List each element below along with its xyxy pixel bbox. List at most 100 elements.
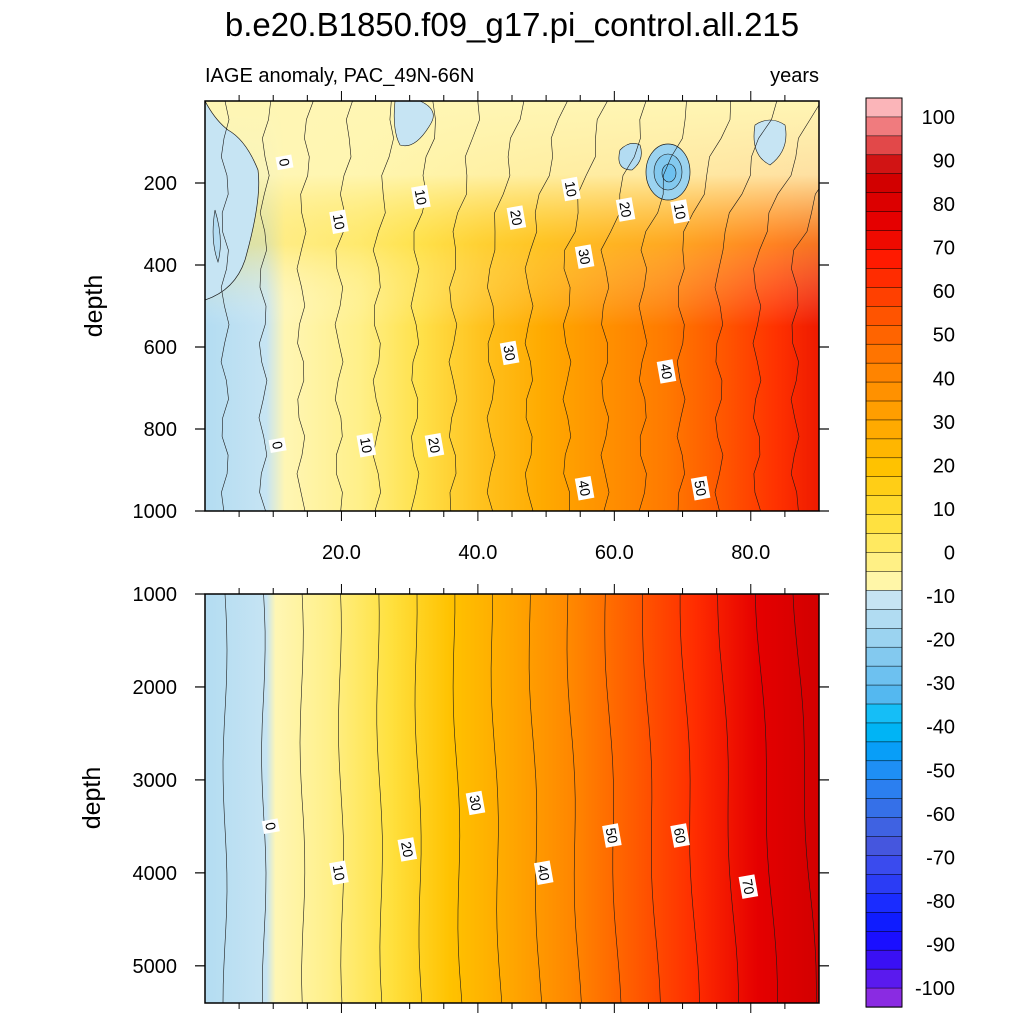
contour-line: [376, 594, 383, 1003]
colorbar-swatch: [865, 400, 903, 421]
colorbar-swatch: [865, 173, 903, 194]
contour-line: [486, 101, 525, 511]
colorbar-frame: [865, 97, 903, 1008]
contour-label-bg: [656, 359, 677, 384]
colorbar-label: 20: [933, 455, 955, 477]
contour-line: [338, 594, 345, 1003]
contour-label-text: 0: [262, 821, 279, 832]
colorbar-swatch: [865, 438, 903, 459]
contour-line: [299, 594, 306, 1003]
contour-label-text: 10: [357, 436, 375, 454]
contour-label-text: 40: [657, 362, 675, 380]
contour-label: 40: [533, 860, 554, 885]
contour-label: 40: [656, 359, 677, 384]
chart-title: b.e20.B1850.f09_g17.pi_control.all.215: [225, 6, 799, 43]
contour-label-bg: [738, 874, 759, 899]
contour-line: [334, 101, 353, 511]
colorbar-swatch: [865, 116, 903, 137]
contour-line: [414, 594, 423, 1003]
colorbar-swatch: [865, 590, 903, 610]
contour-label-text: 10: [330, 213, 348, 231]
colorbar-swatch: [865, 874, 903, 895]
bottom-panel-y-axis-label: depth: [78, 767, 106, 830]
colorbar-swatch: [865, 514, 903, 535]
colorbar-label: 70: [933, 238, 955, 260]
colorbar-swatch: [865, 381, 903, 402]
colorbar-label: 100: [922, 107, 955, 129]
colorbar-swatch: [865, 552, 903, 573]
contour-label-bg: [397, 837, 418, 862]
contour-line: [452, 594, 463, 1003]
colorbar-swatch: [865, 741, 903, 762]
contour-line: [566, 594, 582, 1003]
contour-label-bg: [329, 860, 349, 885]
contour-label-bg: [574, 244, 595, 269]
contour-label-bg: [261, 818, 280, 835]
contour-label-bg: [602, 823, 622, 848]
colorbar-label: 90: [933, 150, 955, 172]
colorbar-label: -80: [926, 891, 955, 913]
colorbar-swatch: [865, 760, 903, 781]
contour-line: [714, 101, 778, 511]
y-tick-label: 5000: [133, 956, 178, 978]
top-panel-x-ticks: 20.0 40.0 60.0 80.0: [238, 91, 786, 564]
contour-label-bg: [690, 476, 711, 501]
colorbar-swatch: [865, 343, 903, 364]
top-panel-surface-blob: [618, 143, 642, 171]
colorbar-label: -30: [926, 673, 955, 695]
top-panel-surface-blob: [393, 101, 434, 147]
contour-line: [679, 594, 700, 1003]
contour-line: [717, 594, 739, 1003]
top-panel-surface-blob: [212, 209, 221, 263]
colorbar-swatch: [865, 362, 903, 383]
colorbar-swatch: [865, 268, 903, 289]
x-tick-label: 80.0: [731, 542, 770, 564]
colorbar-swatch: [865, 855, 903, 876]
colorbar-label: -70: [926, 847, 955, 869]
contour-label-bg: [275, 154, 294, 171]
contour-label-bg: [465, 790, 486, 816]
colorbar-swatch: [865, 419, 903, 440]
colorbar-swatch: [865, 230, 903, 251]
contour-label-bg: [424, 433, 445, 458]
contour-label-bg: [670, 823, 690, 848]
colorbar-swatch: [865, 684, 903, 705]
colorbar-swatch: [865, 722, 903, 743]
y-tick-label: 800: [144, 419, 177, 441]
subtitle-right: years: [770, 65, 819, 87]
colorbar-label: 60: [933, 281, 955, 303]
contour-label-bg: [533, 860, 554, 885]
contour-label: 20: [424, 433, 445, 458]
contour-label: 50: [602, 823, 622, 848]
colorbar-swatch: [865, 192, 903, 213]
contour-label-text: 60: [671, 826, 689, 844]
contour-label-text: 20: [425, 436, 443, 454]
colorbar-swatch: [865, 912, 903, 932]
colorbar-swatch: [865, 779, 903, 800]
contour-label-bg: [615, 197, 636, 222]
contour-label-bg: [574, 476, 595, 501]
contour-line: [638, 101, 687, 511]
contour-label: 20: [397, 837, 418, 862]
colorbar-swatch: [865, 931, 903, 951]
colorbar: 1009080706050403020100-10-20-30-40-50-60…: [865, 97, 955, 1008]
contour-label: 20: [506, 205, 527, 230]
top-panel-surface-blob: [661, 163, 677, 183]
top-panel-surface-layer: [205, 101, 819, 511]
y-tick-label: 1000: [133, 584, 178, 606]
contour-label-text: 0: [269, 440, 286, 451]
colorbar-swatch: [865, 533, 903, 554]
y-tick-label: 3000: [133, 770, 178, 792]
contour-label: 10: [329, 209, 349, 234]
colorbar-label: 0: [944, 543, 955, 565]
colorbar-swatch: [865, 646, 903, 667]
colorbar-swatch: [865, 495, 903, 516]
contour-line: [600, 101, 647, 511]
contour-label: 0: [275, 154, 294, 171]
contour-label-text: 40: [534, 864, 552, 882]
colorbar-label: -10: [926, 586, 955, 608]
bottom-panel-y-ticks: 1000 2000 3000 4000 5000: [133, 584, 829, 978]
contour-line: [410, 101, 436, 511]
contour-label: 20: [615, 197, 636, 222]
